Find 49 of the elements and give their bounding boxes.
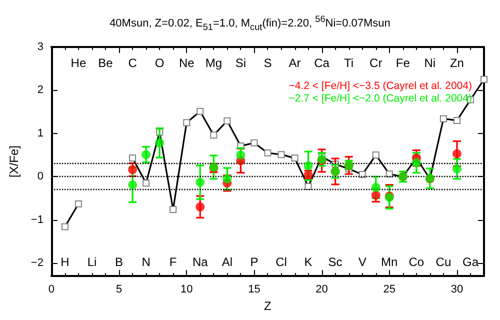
annotation: Ne: [178, 56, 195, 70]
chart-title: 40Msun, Z=0.02, E$_{51}$=1.0, M$_{cut}$(fin)=2.20, $^{56}$Ni=0.07Msun: [108, 14, 392, 32]
annotation: S: [264, 56, 272, 70]
x-tick-label: 10: [180, 284, 193, 296]
text: −2.7 < [Fe/H] <−2.0 (Cayrel et al. 2004): [288, 92, 472, 104]
annotation: Co: [408, 255, 424, 269]
annotation: Cl: [276, 255, 287, 269]
annotation: Si: [235, 56, 246, 70]
y-axis-title: [X/Fe]: [7, 145, 21, 178]
annotation: Cr: [370, 56, 382, 70]
annotation: Cu: [436, 255, 452, 269]
annotation: N: [142, 255, 150, 269]
annotation: Fe: [396, 56, 410, 70]
annotation: Be: [98, 56, 114, 70]
annotation: F: [169, 255, 177, 269]
annotation: C: [128, 56, 138, 70]
annotation: O: [154, 56, 164, 70]
annotation: P: [250, 255, 258, 269]
annotation: Mn: [381, 255, 398, 269]
annotation: He: [70, 56, 86, 70]
annotation: Ti: [344, 56, 354, 70]
annotation: B: [115, 255, 124, 269]
x-tick-label: 20: [316, 284, 328, 296]
x-tick-label: 30: [450, 284, 464, 296]
annotation: Ni: [424, 56, 436, 70]
y-tick-label: 3: [37, 41, 44, 53]
annotation: Ca: [314, 56, 330, 70]
annotation: H: [60, 255, 70, 269]
annotation: Ga: [462, 255, 479, 269]
y-tick-label: −1: [30, 214, 44, 226]
annotation: V: [358, 255, 366, 269]
annotation: Na: [192, 255, 208, 269]
annotation: Li: [87, 255, 97, 269]
x-tick-label: 0: [48, 284, 55, 296]
x-tick-label: 25: [383, 284, 396, 296]
x-axis-title: Z: [264, 299, 272, 313]
annotation: Al: [222, 255, 233, 269]
annotation: Mg: [205, 56, 222, 70]
x-tick-label: 5: [116, 284, 122, 296]
y-tick-label: 1: [37, 127, 44, 140]
y-tick-label: 0: [37, 170, 44, 183]
annotation: K: [304, 255, 312, 269]
annotation: Zn: [450, 56, 464, 70]
text: −4.2 < [Fe/H] <−3.5 (Cayrel et al. 2004): [288, 80, 472, 92]
y-tick-label: −2: [30, 257, 44, 270]
annotation: Sc: [328, 255, 342, 269]
y-tick-label: 2: [37, 84, 44, 96]
x-tick-label: 15: [248, 284, 260, 296]
annotation: Ar: [288, 56, 301, 70]
